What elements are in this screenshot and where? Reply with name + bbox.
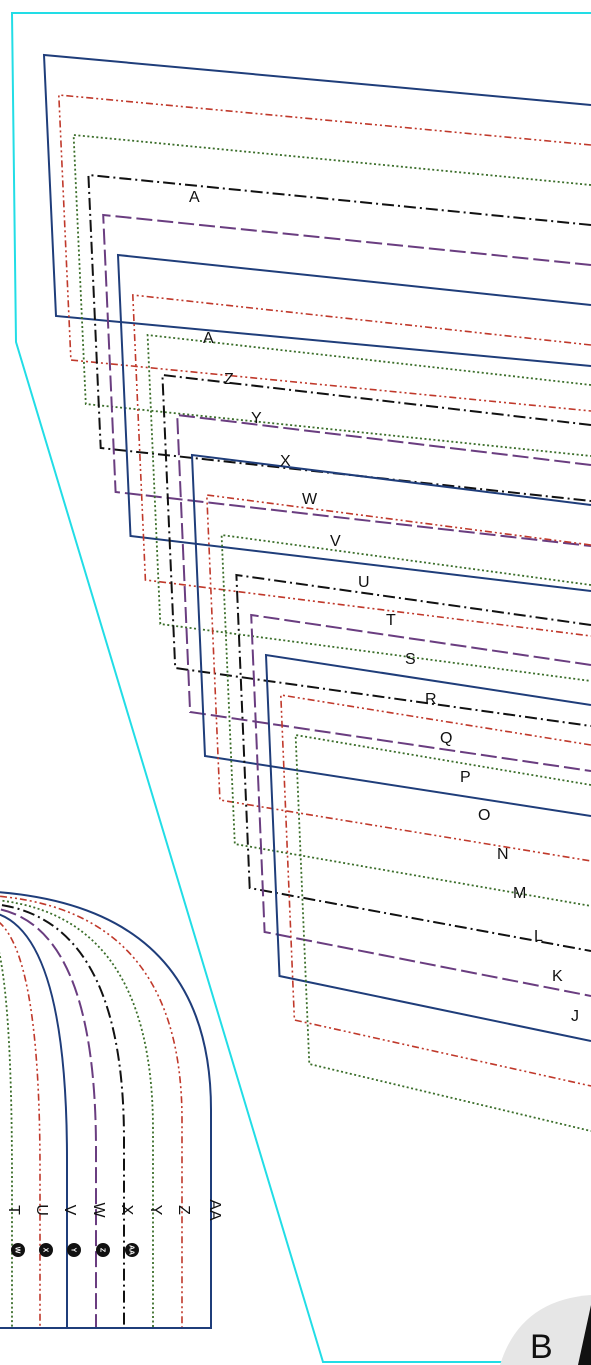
size-line-7 <box>146 333 591 682</box>
size-label-o: O <box>478 807 490 824</box>
arc-size-label-t: T <box>5 1205 22 1215</box>
size-label-n: N <box>497 846 509 863</box>
size-label-t: T <box>386 612 396 629</box>
size-label-y: Y <box>251 410 262 427</box>
size-line-6 <box>131 294 591 637</box>
size-line-13 <box>235 573 591 952</box>
arc-size-label-v: V <box>61 1205 78 1216</box>
size-line-2 <box>72 134 591 457</box>
arc-line-3 <box>0 908 97 1328</box>
corner-piece-edge <box>578 1305 591 1365</box>
arc-size-labels: T U V W X Y Z AA <box>5 1199 223 1221</box>
arc-size-label-aa: AA <box>206 1199 223 1221</box>
size-line-8 <box>161 373 591 727</box>
arc-size-lines <box>0 891 212 1329</box>
arc-size-label-x: X <box>118 1205 135 1216</box>
size-label-r: R <box>425 691 437 708</box>
size-label-s: S <box>405 651 416 668</box>
size-line-16 <box>279 694 591 1087</box>
badge-w: W <box>11 1243 25 1257</box>
arc-size-label-z: Z <box>175 1205 192 1215</box>
size-label-z: Z <box>224 371 234 388</box>
svg-text:W: W <box>14 1247 21 1254</box>
arc-line-5 <box>0 899 154 1328</box>
cutting-outline <box>10 12 591 1363</box>
size-line-4 <box>102 213 591 547</box>
size-label-k: K <box>552 968 563 985</box>
svg-text:Y: Y <box>70 1248 77 1253</box>
svg-text:X: X <box>42 1248 49 1253</box>
size-label-j: J <box>571 1008 579 1025</box>
corner-piece: B <box>500 1295 591 1365</box>
size-label-u: U <box>358 574 370 591</box>
size-label-m: M <box>513 885 526 902</box>
size-line-15 <box>264 653 591 1042</box>
arc-size-label-w: W <box>90 1202 107 1218</box>
size-label-l: L <box>534 928 543 945</box>
size-label-a: A <box>203 330 214 347</box>
right-size-labels: A Z Y X W V U T S R Q P O N M L K J <box>203 330 579 1025</box>
corner-piece-background <box>500 1295 591 1365</box>
size-line-12 <box>220 533 591 907</box>
size-line-3 <box>87 173 591 502</box>
badge-z: Z <box>96 1243 110 1257</box>
badge-y: Y <box>67 1243 81 1257</box>
size-line-1 <box>57 94 591 412</box>
size-line-5 <box>116 253 591 592</box>
size-label-p: P <box>460 769 471 786</box>
arc-size-label-y: Y <box>147 1205 164 1216</box>
top-marker-label: A <box>189 189 200 206</box>
right-size-lines <box>42 53 591 1132</box>
size-label-x: X <box>280 453 291 470</box>
size-label-v: V <box>330 533 341 550</box>
corner-piece-label: B <box>530 1328 553 1365</box>
size-line-0 <box>42 53 591 367</box>
svg-text:AA: AA <box>128 1245 135 1255</box>
badge-aa: AA <box>125 1243 139 1257</box>
size-label-w: W <box>302 491 318 508</box>
size-badges: W X Y Z AA <box>11 1243 139 1257</box>
arc-size-label-u: U <box>33 1204 50 1216</box>
size-label-q: Q <box>440 730 452 747</box>
arc-line-1 <box>0 922 41 1328</box>
size-line-17 <box>294 733 591 1132</box>
arc-line-7 <box>0 891 212 1328</box>
size-line-11 <box>205 494 591 862</box>
arc-line-4 <box>0 903 125 1328</box>
svg-text:Z: Z <box>99 1248 106 1253</box>
arc-line-2 <box>0 913 68 1328</box>
arc-line-6 <box>0 895 183 1328</box>
badge-x: X <box>39 1243 53 1257</box>
size-line-14 <box>250 613 591 997</box>
arc-line-0 <box>0 952 13 1328</box>
top-marker: A <box>189 189 200 206</box>
size-line-9 <box>176 413 591 772</box>
size-line-10 <box>190 453 591 817</box>
